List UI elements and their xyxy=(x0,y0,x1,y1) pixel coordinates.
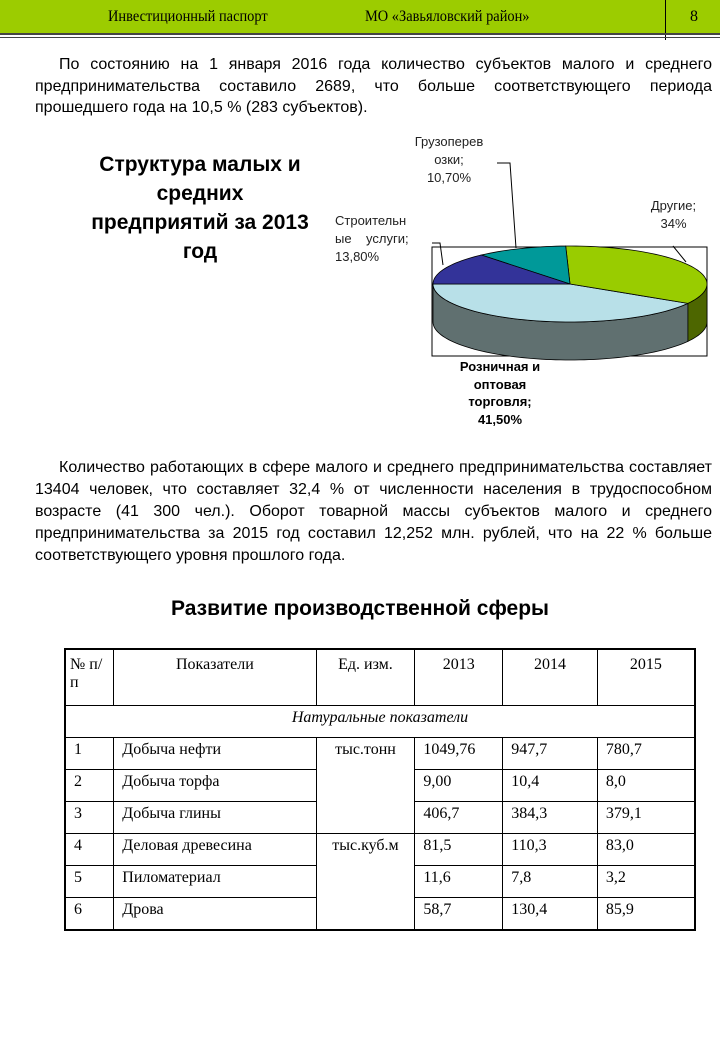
label-other: Другие; 34% xyxy=(636,197,711,233)
pie-slice xyxy=(432,254,571,285)
table-cell: 4 xyxy=(64,833,115,866)
table-cell: 3,2 xyxy=(596,865,696,898)
label-line: оптовая xyxy=(473,376,527,392)
label-cargo: Грузоперев озки; 10,70% xyxy=(404,133,494,187)
label-line: 10,70% xyxy=(426,170,472,185)
table-cell: Дрова xyxy=(113,897,317,931)
subheader-cell: Натуральные показатели xyxy=(64,705,696,738)
table-cell: Добыча нефти xyxy=(113,737,317,770)
leader-cargo xyxy=(497,162,517,249)
table-row: 4 Деловая древесина тыс.куб.м 81,5 110,3 83,0 xyxy=(64,833,696,931)
table-cell: 1 xyxy=(64,737,115,770)
table-cell: 58,7 xyxy=(414,897,504,931)
label-line: 13,80% xyxy=(335,249,380,264)
label-line: торговля; xyxy=(468,394,532,409)
paragraph-1: По состоянию на 1 января 2016 года колич… xyxy=(35,56,712,116)
table-row: 1 Добыча нефти тыс.тонн 1049,76 947,7 780,7 xyxy=(64,737,696,834)
header-cell: 2014 xyxy=(502,648,598,706)
label-line: ые услуги; xyxy=(335,231,409,246)
table-cell: 3 xyxy=(64,801,115,834)
header-rule xyxy=(0,33,720,38)
table-cell: 379,1 xyxy=(596,801,696,834)
pie-chart xyxy=(431,162,708,361)
label-line: 41,50% xyxy=(477,411,523,427)
table-cell: 9,00 xyxy=(414,769,504,802)
page-number: 8 xyxy=(690,8,698,25)
table-cell: Добыча торфа xyxy=(113,769,317,802)
page-header: Инвестиционный паспорт МО «Завьяловский … xyxy=(0,0,720,33)
table-cell: Деловая древесина xyxy=(113,833,317,866)
subheader-row: Натуральные показатели xyxy=(64,705,696,738)
table-cell: 10,4 xyxy=(502,769,598,802)
leader-other xyxy=(672,245,687,263)
header-cell: 2013 xyxy=(414,648,504,706)
header-divider xyxy=(665,0,666,40)
table-cell: Пиломатериал xyxy=(113,865,317,898)
table-cell: 11,6 xyxy=(414,865,504,898)
table-cell: 85,9 xyxy=(596,897,696,931)
table-cell: 110,3 xyxy=(502,833,598,866)
table-cell: 7,8 xyxy=(502,865,598,898)
table-cell: 8,0 xyxy=(596,769,696,802)
header-cell: № п/п xyxy=(64,648,115,706)
table-cell: Добыча глины xyxy=(113,801,317,834)
chart-title: Структура малых и средних предприятий за… xyxy=(91,153,309,263)
pie-slice xyxy=(479,245,571,285)
pie-slice xyxy=(565,245,708,304)
label-line: Другие; xyxy=(650,198,697,213)
table-cell: 1049,76 xyxy=(414,737,504,770)
header-municipality: МО «Завьяловский район» xyxy=(365,8,530,25)
label-line: Строительн xyxy=(335,213,407,228)
table-cell: тыс.куб.м xyxy=(315,833,416,931)
header-cell: Показатели xyxy=(113,648,317,706)
header-title: Инвестиционный паспорт xyxy=(108,8,268,25)
label-retail: Розничная и оптовая торговля; 41,50% xyxy=(445,358,555,428)
table-header-row: № п/п Показатели Ед. изм. 2013 2014 2015 xyxy=(64,648,696,706)
label-construction: Строительн ые услуги; 13,80% xyxy=(335,212,430,266)
table-cell: 406,7 xyxy=(414,801,504,834)
header-cell: Ед. изм. xyxy=(315,648,416,706)
table-cell: 384,3 xyxy=(502,801,598,834)
section-title: Развитие производственной сферы xyxy=(171,597,549,620)
table-cell: 947,7 xyxy=(502,737,598,770)
production-table: № п/п Показатели Ед. изм. 2013 2014 2015… xyxy=(64,648,696,931)
table-row: 6 Дрова 58,7 130,4 85,9 xyxy=(64,897,696,931)
label-line: 34% xyxy=(660,216,687,231)
table-cell: 83,0 xyxy=(596,833,696,866)
table-cell: 130,4 xyxy=(502,897,598,931)
table-cell: 780,7 xyxy=(596,737,696,770)
table-cell: 5 xyxy=(64,865,115,898)
leader-construction xyxy=(432,242,444,266)
label-line: Розничная и xyxy=(459,359,541,374)
table-row: 3 Добыча глины 406,7 384,3 379,1 xyxy=(64,801,696,834)
label-line: Грузоперев xyxy=(414,134,484,149)
paragraph-2: Количество работающих в сфере малого и с… xyxy=(35,459,712,564)
header-cell: 2015 xyxy=(596,648,696,706)
table-cell: 6 xyxy=(64,897,115,931)
table-cell: тыс.тонн xyxy=(315,737,416,834)
label-line: озки; xyxy=(434,152,464,167)
pie-slice xyxy=(432,283,690,323)
table-cell: 81,5 xyxy=(414,833,504,866)
table-row: 5 Пиломатериал 11,6 7,8 3,2 xyxy=(64,865,696,898)
table-cell: 2 xyxy=(64,769,115,802)
